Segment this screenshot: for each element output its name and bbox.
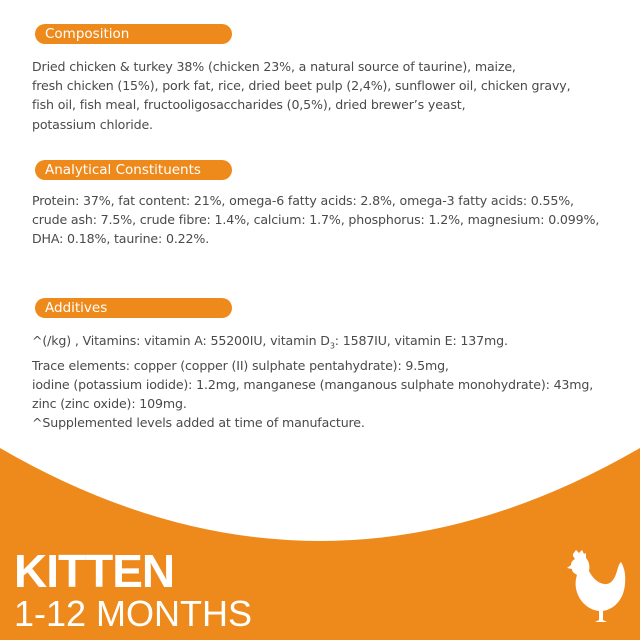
composition-text: Dried chicken & turkey 38% (chicken 23%,… <box>32 57 571 134</box>
additives-line: iodine (potassium iodide): 1.2mg, mangan… <box>32 376 594 392</box>
composition-heading: Composition <box>35 24 232 44</box>
composition-line: fresh chicken (15%), pork fat, rice, dri… <box>32 78 571 94</box>
additives-vitamins-b: : 1587IU, vitamin E: 137mg. <box>334 333 508 348</box>
age-range-subtitle: 1-12 MONTHS <box>14 593 253 634</box>
analytical-constituents-heading: Analytical Constituents <box>35 160 232 180</box>
chicken-icon <box>567 550 626 622</box>
additives-line: Trace elements: copper (copper (II) sulp… <box>32 357 449 373</box>
additives-vitamins-a: ^(/kg) , Vitamins: vitamin A: 55200IU, v… <box>32 333 330 348</box>
composition-line: Dried chicken & turkey 38% (chicken 23%,… <box>32 59 516 74</box>
analytical-line: Protein: 37%, fat content: 21%, omega-6 … <box>32 193 574 208</box>
additives-text: ^(/kg) , Vitamins: vitamin A: 55200IU, v… <box>32 331 593 433</box>
additives-line: ^Supplemented levels added at time of ma… <box>32 415 365 431</box>
analytical-line: crude ash: 7.5%, crude fibre: 1.4%, calc… <box>32 212 600 228</box>
kitten-title: KITTEN <box>14 545 175 597</box>
analytical-line: DHA: 0.18%, taurine: 0.22%. <box>32 231 210 247</box>
additives-line: zinc (zinc oxide): 109mg. <box>32 396 187 412</box>
subscript: 3 <box>329 341 335 351</box>
additives-heading: Additives <box>35 298 232 318</box>
composition-line: fish oil, fish meal, fructooligosacchari… <box>32 97 466 113</box>
analytical-constituents-text: Protein: 37%, fat content: 21%, omega-6 … <box>32 191 599 249</box>
additives-line: ^(/kg) , Vitamins: vitamin A: 55200IU, v… <box>32 331 593 356</box>
composition-line: potassium chloride. <box>32 116 153 132</box>
